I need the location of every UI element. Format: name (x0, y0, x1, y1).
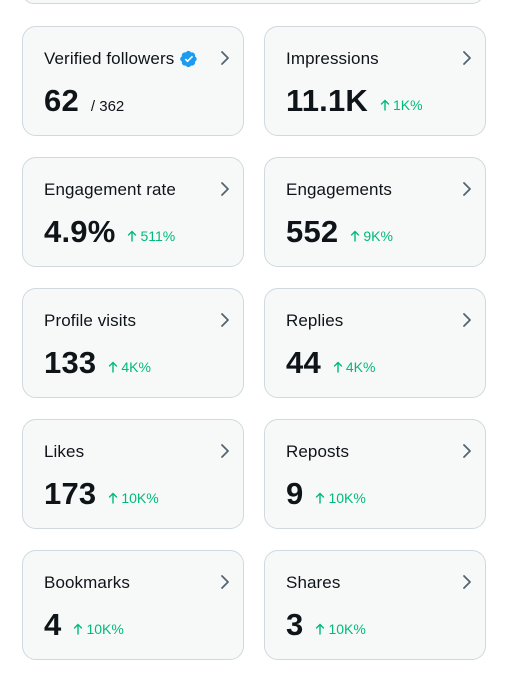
metric-label: Impressions (286, 49, 379, 68)
metric-change-value: 4K% (121, 359, 151, 375)
up-arrow-icon (316, 492, 325, 504)
metric-label: Replies (286, 311, 344, 330)
metric-values: 133 4K% (44, 345, 223, 381)
card-header: Engagement rate (44, 178, 223, 202)
metric-values: 4.9% 511% (44, 214, 223, 250)
card-header: Bookmarks (44, 571, 223, 595)
metric-value: 9 (286, 476, 304, 511)
metric-change: 10K% (315, 490, 366, 506)
metric-change-value: 10K% (86, 621, 124, 637)
metric-label: Likes (44, 442, 85, 461)
up-arrow-icon (109, 492, 118, 504)
chevron-right-icon[interactable] (459, 442, 475, 460)
chevron-right-icon[interactable] (459, 573, 475, 591)
previous-card-partial (22, 0, 484, 4)
metric-values: 11.1K 1K% (286, 83, 465, 119)
metric-values: 9 10K% (286, 476, 465, 512)
metric-values: 552 9K% (286, 214, 465, 250)
metric-label: Profile visits (44, 311, 137, 330)
metric-value: 44 (286, 345, 321, 380)
metric-values: 44 4K% (286, 345, 465, 381)
metric-values: 173 10K% (44, 476, 223, 512)
metric-value: 4.9% (44, 214, 116, 249)
metric-change: 10K% (73, 621, 124, 637)
card-header: Likes (44, 440, 223, 464)
metric-change: 1K% (380, 97, 423, 113)
metric-change-value: 511% (140, 228, 176, 244)
chevron-right-icon[interactable] (217, 311, 233, 329)
card-header: Profile visits (44, 309, 223, 333)
card-header: Replies (286, 309, 465, 333)
metric-card-reposts[interactable]: Reposts 9 10K% (264, 419, 486, 529)
card-header: Shares (286, 571, 465, 595)
chevron-right-icon[interactable] (459, 311, 475, 329)
metric-change: 9K% (350, 228, 393, 244)
metric-value: 3 (286, 607, 304, 642)
metric-change-value: 9K% (363, 228, 393, 244)
metric-value: 4 (44, 607, 62, 642)
chevron-right-icon[interactable] (217, 49, 233, 67)
up-arrow-icon (351, 230, 360, 242)
metric-change-value: 4K% (345, 359, 376, 375)
metric-card-impressions[interactable]: Impressions 11.1K 1K% (264, 26, 486, 136)
chevron-right-icon[interactable] (217, 442, 233, 460)
metric-label: Bookmarks (44, 573, 130, 592)
metric-card-bookmarks[interactable]: Bookmarks 4 10K% (22, 550, 244, 660)
metric-label: Verified followers (44, 49, 175, 68)
metric-value: 552 (286, 214, 339, 249)
metric-change: 10K% (108, 490, 159, 506)
metric-values: 4 10K% (44, 607, 223, 643)
chevron-right-icon[interactable] (217, 180, 233, 198)
metric-value: 62 (44, 83, 79, 118)
metric-values: 3 10K% (286, 607, 465, 643)
verified-badge-icon (180, 50, 198, 68)
up-arrow-icon (128, 230, 137, 242)
analytics-metrics-grid: Verified followers 62 / 362 Impressions … (22, 26, 486, 660)
metric-label: Engagements (286, 180, 393, 199)
metric-values: 62 / 362 (44, 83, 223, 119)
metric-label: Shares (286, 573, 341, 592)
chevron-right-icon[interactable] (459, 180, 475, 198)
card-header: Engagements (286, 178, 465, 202)
metric-change-value: 10K% (328, 621, 366, 637)
metric-value: 11.1K (286, 83, 369, 118)
metric-label: Reposts (286, 442, 350, 461)
metric-card-engagement-rate[interactable]: Engagement rate 4.9% 511% (22, 157, 244, 267)
metric-card-likes[interactable]: Likes 173 10K% (22, 419, 244, 529)
metric-change-value: 1K% (393, 97, 423, 113)
metric-card-profile-visits[interactable]: Profile visits 133 4K% (22, 288, 244, 398)
card-header: Verified followers (44, 47, 223, 71)
card-header: Reposts (286, 440, 465, 464)
metric-change-value: 10K% (328, 490, 366, 506)
chevron-right-icon[interactable] (459, 49, 475, 67)
up-arrow-icon (109, 361, 118, 373)
metric-change-value: 10K% (121, 490, 159, 506)
chevron-right-icon[interactable] (217, 573, 233, 591)
up-arrow-icon (333, 361, 343, 373)
metric-value: 133 (44, 345, 97, 380)
up-arrow-icon (380, 99, 390, 111)
metric-change: 4K% (333, 359, 376, 375)
metric-card-verified-followers[interactable]: Verified followers 62 / 362 (22, 26, 244, 136)
metric-change: 10K% (315, 621, 366, 637)
metric-card-replies[interactable]: Replies 44 4K% (264, 288, 486, 398)
metric-card-shares[interactable]: Shares 3 10K% (264, 550, 486, 660)
metric-change: 511% (127, 228, 175, 244)
metric-total: / 362 (90, 98, 125, 115)
metric-card-engagements[interactable]: Engagements 552 9K% (264, 157, 486, 267)
up-arrow-icon (316, 623, 325, 635)
metric-label: Engagement rate (44, 180, 176, 199)
metric-value: 173 (44, 476, 97, 511)
metric-change: 4K% (108, 359, 151, 375)
card-header: Impressions (286, 47, 465, 71)
up-arrow-icon (74, 623, 83, 635)
